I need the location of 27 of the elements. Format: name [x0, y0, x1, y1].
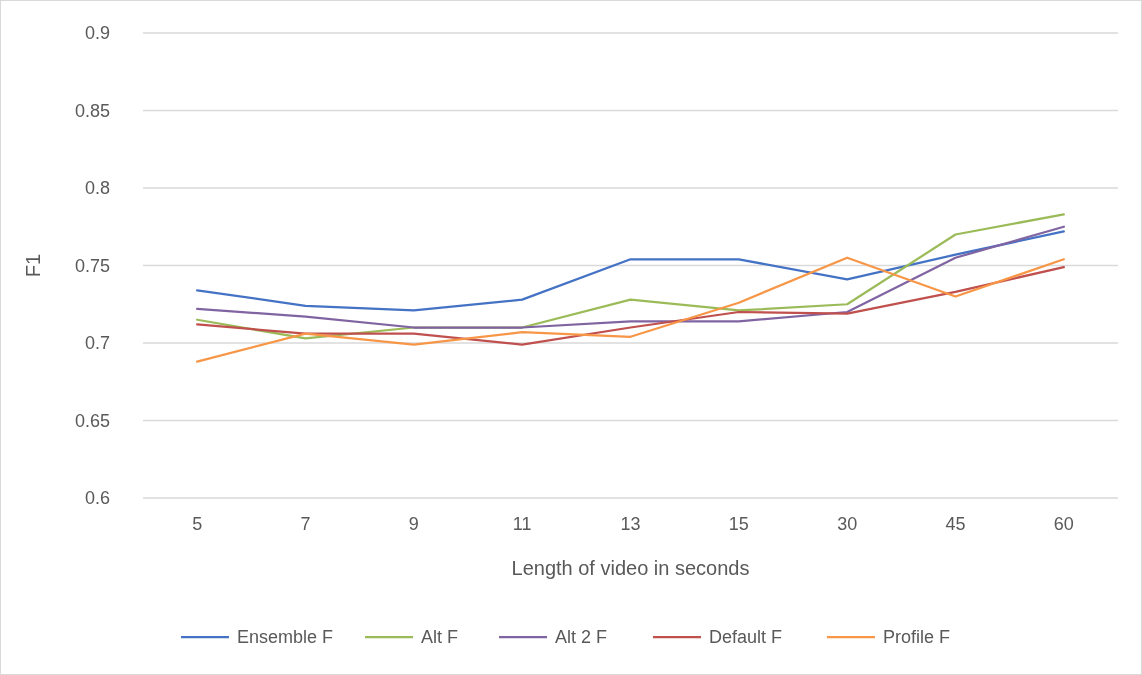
y-tick-label: 0.75 — [74, 255, 110, 276]
legend-label: Alt 2 F — [555, 627, 608, 648]
line-series — [196, 225, 1065, 329]
x-tick-label: 45 — [945, 514, 966, 534]
y-tick-label: 0.85 — [74, 100, 110, 121]
x-tick-label: 60 — [1053, 514, 1074, 534]
y-tick-label: 0.8 — [84, 178, 110, 199]
line-series — [196, 256, 1065, 363]
legend-label: Default F — [709, 627, 783, 648]
x-tick-label: 11 — [512, 514, 532, 534]
y-axis-title: F1 — [22, 253, 44, 278]
y-tick-label: 0.6 — [84, 488, 110, 509]
line-series — [196, 265, 1065, 346]
x-tick-label: 13 — [620, 514, 641, 534]
legend-label: Profile F — [883, 627, 951, 648]
legend-label: Alt F — [421, 627, 459, 648]
y-tick-label: 0.65 — [74, 410, 110, 431]
line-series — [196, 230, 1065, 312]
x-axis-title: Length of video in seconds — [511, 557, 750, 579]
legend-label: Ensemble F — [237, 627, 334, 648]
x-tick-label: 9 — [408, 514, 419, 534]
x-tick-label: 5 — [192, 514, 203, 534]
y-tick-label: 0.7 — [84, 333, 110, 354]
x-tick-label: 7 — [300, 514, 311, 534]
x-tick-label: 15 — [728, 514, 749, 534]
x-tick-label: 30 — [837, 514, 858, 534]
y-tick-label: 0.9 — [84, 23, 110, 44]
